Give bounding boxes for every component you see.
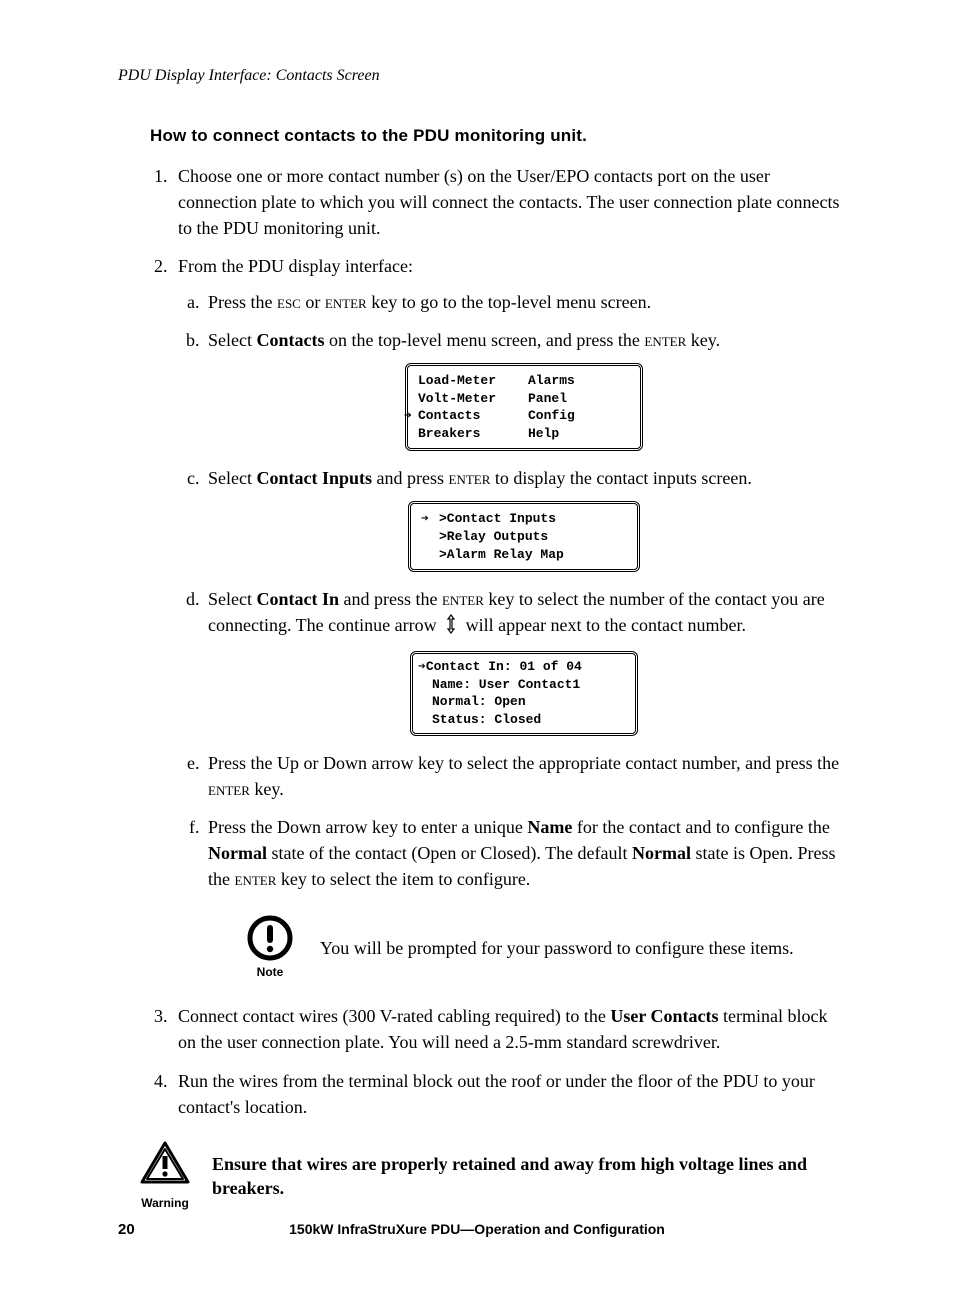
text: Connect contact wires (300 V-rated cabli… [178,1006,610,1026]
lcd-cell: Help [528,425,559,443]
key-enter: enter [449,468,491,488]
main-steps: Choose one or more contact number (s) on… [150,163,840,1120]
text: state of the contact (Open or Closed). T… [267,843,632,863]
warning-label: Warning [136,1195,194,1212]
text: for the contact and to configure the [572,817,829,837]
bold-contact-inputs: Contact Inputs [256,468,372,488]
text: key to select the item to configure. [276,869,530,889]
step-1: Choose one or more contact number (s) on… [172,163,840,241]
note-block: Note You will be prompted for your passw… [242,914,840,981]
page-content: How to connect contacts to the PDU monit… [150,124,840,1212]
step-2b: Select Contacts on the top-level menu sc… [204,327,840,451]
running-head: PDU Display Interface: Contacts Screen [118,64,380,87]
footer: 150kW InfraStruXure PDU—Operation and Co… [0,1215,954,1241]
text: and press [372,468,448,488]
warning-triangle-icon [139,1140,191,1186]
lcd-menu-contact-detail: ➔Contact In: 01 of 04 Name: User Contact… [410,651,638,735]
lcd-line: >Alarm Relay Map [421,546,627,564]
arrow-right-icon: ➔ [421,510,435,528]
key-enter: enter [235,869,277,889]
lcd-cell: Load-Meter [418,372,528,390]
lcd-menu-contact-inputs: ➔ >Contact Inputs >Relay Outputs >Alarm R… [408,501,640,572]
step-2f: Press the Down arrow key to enter a uniq… [204,814,840,982]
text: Press the Up or Down arrow key to select… [208,753,839,773]
text: will appear next to the contact number. [461,615,746,635]
text: and press the [339,589,442,609]
step-4: Run the wires from the terminal block ou… [172,1068,840,1120]
text: on the top-level menu screen, and press … [324,330,644,350]
step-2-substeps: Press the esc or enter key to go to the … [178,289,840,981]
lcd-line: >Contact Inputs [439,511,556,526]
bold-contacts: Contacts [256,330,324,350]
bold-name: Name [527,817,572,837]
lcd-cell: Config [528,407,575,425]
lcd-line: Contact In: 01 of 04 [426,659,582,674]
step-2c: Select Contact Inputs and press enter to… [204,465,840,572]
text: Press the Down arrow key to enter a uniq… [208,817,527,837]
key-esc: esc [277,292,301,312]
step-2d: Select Contact In and press the enter ke… [204,586,840,735]
lcd-cell: Contacts [418,408,480,423]
text: or [301,292,325,312]
note-label: Note [242,964,298,981]
text: key to go to the top-level menu screen. [367,292,651,312]
text: to display the contact inputs screen. [490,468,751,488]
text: key. [686,330,720,350]
lcd-cell: Volt-Meter [418,390,528,408]
key-enter: enter [208,779,250,799]
text: Select [208,468,256,488]
bold-user-contacts: User Contacts [610,1006,718,1026]
step-2: From the PDU display interface: Press th… [172,253,840,981]
key-enter: enter [442,589,484,609]
text: key. [250,779,284,799]
warning-block: Warning Ensure that wires are properly r… [136,1140,840,1212]
note-icon: Note [242,914,298,981]
text: Select [208,330,256,350]
bold-normal: Normal [632,843,691,863]
warning-icon: Warning [136,1140,194,1212]
lcd-cell: Alarms [528,372,575,390]
footer-title: 150kW InfraStruXure PDU—Operation and Co… [289,1221,665,1237]
text: Select [208,589,256,609]
section-heading: How to connect contacts to the PDU monit… [150,124,840,149]
arrow-right-icon: ➔ [418,659,426,674]
lcd-menu-toplevel: Load-MeterAlarms Volt-MeterPanel ➔Contac… [405,363,643,451]
key-enter: enter [325,292,367,312]
exclamation-circle-icon [246,914,294,962]
step-3: Connect contact wires (300 V-rated cabli… [172,1003,840,1055]
lcd-line: >Relay Outputs [421,528,627,546]
key-enter: enter [644,330,686,350]
text: Press the [208,292,277,312]
arrow-right-icon: ➔ [404,407,418,425]
note-text: You will be prompted for your password t… [320,935,794,961]
bold-normal: Normal [208,843,267,863]
lcd-line: Status: Closed [421,711,627,729]
step-2a: Press the esc or enter key to go to the … [204,289,840,315]
lcd-line: Name: User Contact1 [421,676,627,694]
lcd-line: Normal: Open [421,693,627,711]
warning-text: Ensure that wires are properly retained … [212,1152,840,1201]
step-2-intro: From the PDU display interface: [178,256,413,276]
lcd-cell: Panel [528,390,567,408]
step-2e: Press the Up or Down arrow key to select… [204,750,840,802]
continue-arrow-icon [441,614,461,641]
bold-contact-in: Contact In [256,589,339,609]
lcd-cell: Breakers [418,425,528,443]
